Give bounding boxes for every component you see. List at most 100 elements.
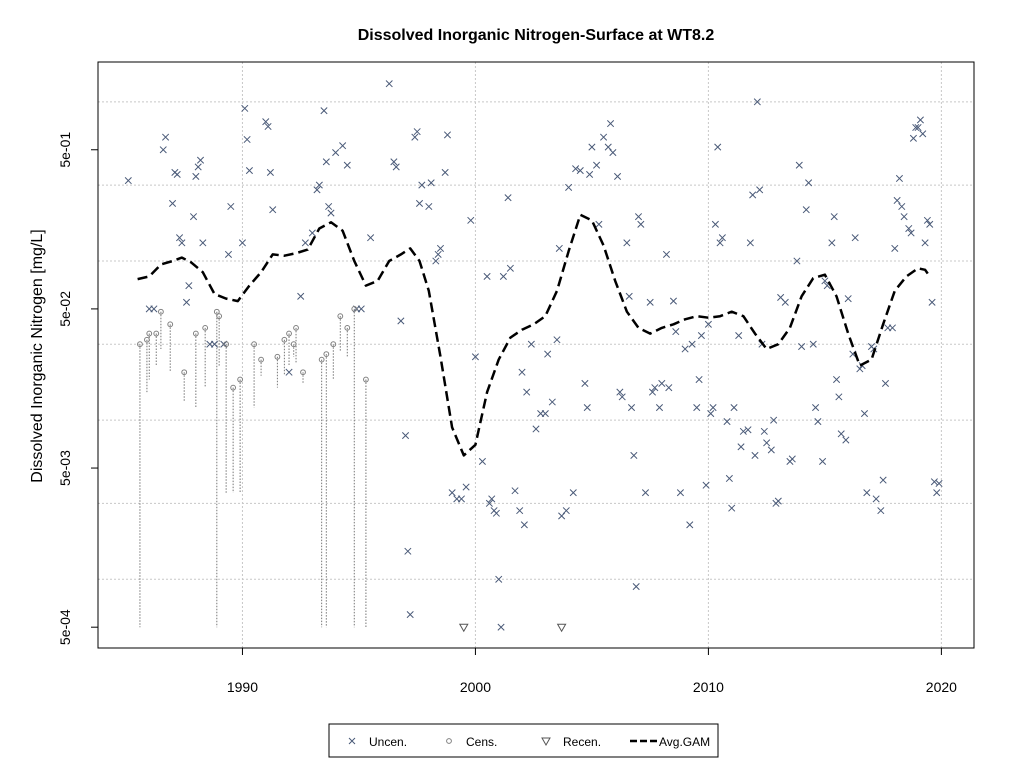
uncensored-point <box>912 123 920 132</box>
uncensored-point <box>707 409 715 418</box>
uncensored-point <box>793 257 801 265</box>
uncensored-point <box>555 244 563 252</box>
uncensored-point <box>397 317 405 325</box>
uncensored-point <box>893 196 901 205</box>
x-tick-label: 1990 <box>227 679 258 695</box>
uncensored-point <box>616 388 624 396</box>
uncensored-point <box>173 170 181 178</box>
uncensored-point <box>844 295 852 303</box>
censored-point <box>223 341 230 348</box>
uncensored-point <box>194 163 202 171</box>
uncensored-point <box>192 172 200 180</box>
uncensored-point <box>518 368 526 376</box>
uncensored-point <box>588 143 596 151</box>
uncensored-point <box>124 177 132 185</box>
censored-point <box>202 324 209 331</box>
uncensored-point <box>168 199 177 207</box>
censored-point <box>318 356 325 363</box>
uncensored-point <box>243 135 251 144</box>
uncensored-point <box>830 213 838 221</box>
uncensored-point <box>357 305 365 313</box>
uncensored-point <box>150 305 158 313</box>
uncensored-point <box>688 340 696 348</box>
uncensored-point <box>488 495 496 503</box>
uncensored-point <box>606 120 615 128</box>
y-axis-label: Dissolved Inorganic Nitrogen [mg/L] <box>29 229 46 482</box>
uncensored-point <box>879 476 887 484</box>
uncensored-point <box>651 384 659 392</box>
uncensored-point <box>760 427 768 435</box>
uncensored-point <box>842 436 850 444</box>
censored-point <box>293 324 299 331</box>
uncensored-point <box>702 481 710 489</box>
uncensored-point <box>609 149 617 157</box>
uncensored-point <box>819 457 827 466</box>
uncensored-point <box>739 427 747 435</box>
uncensored-point <box>856 365 864 373</box>
uncensored-point <box>725 474 733 483</box>
uncensored-point <box>749 191 757 199</box>
uncensored-point <box>434 250 442 258</box>
uncensored-point <box>320 107 328 115</box>
censored-point <box>146 330 153 337</box>
uncensored-point <box>809 340 817 348</box>
uncensored-point <box>266 168 274 177</box>
censoring-lines <box>139 308 367 628</box>
uncensored-point <box>427 179 435 187</box>
uncensored-point <box>928 298 936 306</box>
censored-point <box>274 353 281 360</box>
uncensored-point <box>641 489 650 497</box>
uncensored-point <box>623 239 631 247</box>
uncensored-point <box>541 409 549 418</box>
uncensored-point <box>788 455 796 463</box>
uncensored-point <box>872 495 880 503</box>
uncensored-point <box>888 324 897 332</box>
uncensored-point <box>224 250 233 258</box>
censored-point <box>351 306 358 312</box>
uncensored-point <box>159 146 167 154</box>
uncensored-point <box>704 320 712 328</box>
legend-label-censored: Cens. <box>466 735 497 749</box>
uncensored-point <box>637 220 645 228</box>
x-tick-label: 2020 <box>926 679 957 695</box>
uncensored-point <box>905 224 913 233</box>
uncensored-point <box>658 379 666 388</box>
uncensored-point <box>935 479 943 488</box>
censored-point <box>330 341 337 348</box>
censored-point <box>258 356 264 363</box>
uncensored-point <box>716 239 724 247</box>
uncensored-point <box>618 393 626 401</box>
uncensored-point <box>632 583 640 591</box>
censored-point <box>144 336 150 343</box>
uncensored-point <box>751 451 759 459</box>
x-axis: 1990 2000 2010 2020 <box>227 648 957 695</box>
uncensored-point <box>798 342 806 351</box>
uncensored-point <box>735 332 743 340</box>
uncensored-point <box>308 229 316 237</box>
uncensored-point <box>669 297 678 305</box>
censored-point <box>300 369 306 376</box>
censored-point <box>167 321 174 328</box>
uncensored-point <box>695 375 703 384</box>
x-tick-label: 2010 <box>693 679 724 695</box>
uncensored-point <box>930 478 938 486</box>
uncensored-point <box>415 199 424 207</box>
y-tick-label: 5e-03 <box>57 450 73 486</box>
uncensored-point <box>835 393 843 401</box>
uncensored-point <box>914 123 922 132</box>
uncensored-point <box>325 202 333 211</box>
recensored-point <box>556 623 567 633</box>
censored-point <box>323 351 330 357</box>
y-tick-label: 5e-01 <box>57 132 73 168</box>
censored-point <box>137 341 143 348</box>
uncensored-point <box>301 239 309 247</box>
x-tick-label: 2000 <box>460 679 491 695</box>
uncensored-point <box>483 272 491 280</box>
uncensored-point <box>814 417 822 426</box>
uncensored-point <box>332 149 340 157</box>
legend-recensored-icon <box>541 737 551 747</box>
uncensored-point <box>933 489 941 497</box>
uncensored-point <box>583 403 591 412</box>
uncensored-point <box>196 156 205 164</box>
uncensored-point <box>467 216 475 224</box>
